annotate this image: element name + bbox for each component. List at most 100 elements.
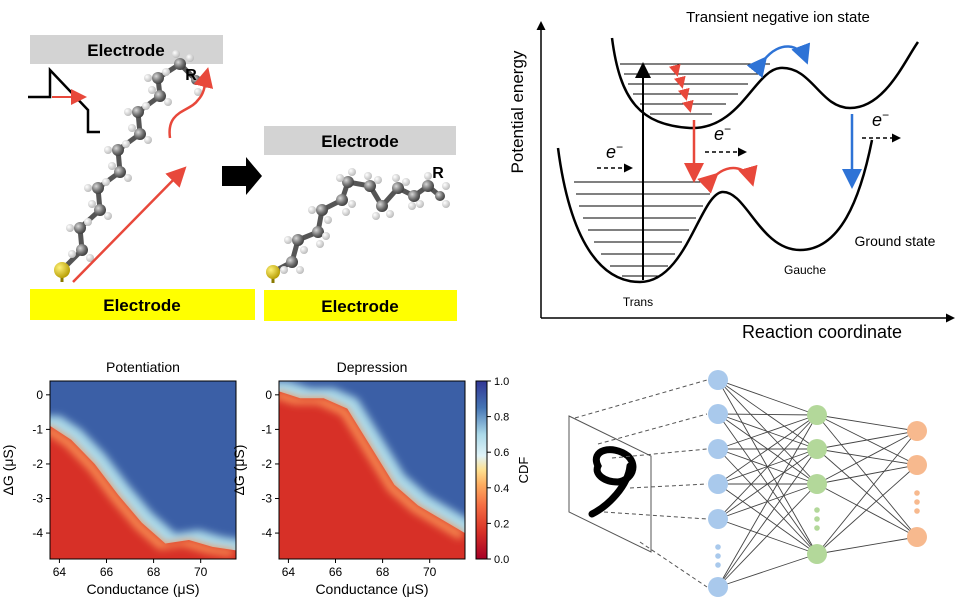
- nn-connection: [816, 430, 918, 485]
- nn-connection: [816, 414, 918, 432]
- input-node: [708, 439, 728, 459]
- colorbar-tick-label: 0.8: [494, 412, 509, 424]
- y-tick-label: 0: [265, 388, 272, 402]
- ground-state-label: Ground state: [855, 233, 936, 249]
- nn-connection: [717, 553, 818, 588]
- y-tick-label: -2: [32, 457, 43, 471]
- input-node: [708, 474, 728, 494]
- nn-connection: [717, 518, 818, 555]
- heatmap-1-xlabel: Conductance (μS): [86, 581, 199, 597]
- bottom-electrode-label-after: Electrode: [321, 297, 398, 316]
- ellipsis-dot: [814, 507, 820, 513]
- output-node: [907, 455, 927, 475]
- nn-connection: [717, 379, 818, 416]
- ellipsis-dot: [715, 553, 721, 559]
- y-tick-label: -1: [261, 422, 272, 436]
- x-tick-label: 66: [100, 565, 114, 579]
- heatmap-1: 64 66 68 70 0 -1 -2 -3 -4: [32, 380, 237, 579]
- ellipsis-dot: [914, 508, 920, 514]
- output-node: [907, 421, 927, 441]
- molecule-chain-before: R: [54, 50, 214, 283]
- nn-connection: [717, 448, 818, 588]
- bottom-electrode-after: [264, 290, 457, 321]
- x-tick-label: 70: [423, 565, 437, 579]
- r-label-before: R: [185, 67, 197, 84]
- y-tick-label: -2: [261, 457, 272, 471]
- y-tick-label: -1: [32, 422, 43, 436]
- colorbar: 1.0 0.8 0.6 0.4 0.2 0.0 CDF: [475, 376, 531, 566]
- y-tick-label: -3: [32, 492, 43, 506]
- digit-nine-image: [588, 446, 637, 518]
- x-tick-label: 66: [329, 565, 343, 579]
- bottom-electrode-label-before: Electrode: [103, 296, 180, 315]
- input-projection-line: [629, 483, 708, 489]
- colorbar-tick-label: 0.6: [494, 447, 509, 459]
- nn-connection: [717, 414, 818, 588]
- y-tick-label: 0: [36, 388, 43, 402]
- svg-text:e−: e−: [606, 140, 623, 162]
- nn-connection: [717, 448, 818, 520]
- input-node: [708, 509, 728, 529]
- hidden-node: [807, 405, 827, 425]
- ellipsis-dot: [914, 490, 920, 496]
- ellipsis-dot: [715, 562, 721, 568]
- top-electrode-label-before: Electrode: [87, 41, 164, 60]
- nn-connection: [717, 414, 818, 520]
- electron-in-label: e−: [597, 140, 633, 173]
- heatmap-2-title: Depression: [337, 359, 408, 375]
- input-projection-line: [603, 511, 708, 520]
- relaxation-arrows: [668, 63, 704, 183]
- hidden-node: [807, 439, 827, 459]
- colorbar-tick-label: 0.2: [494, 518, 509, 530]
- svg-text:e−: e−: [872, 108, 889, 130]
- voltage-pulse-icon: [28, 66, 100, 134]
- ellipsis-dot: [814, 525, 820, 531]
- nn-connection: [717, 414, 818, 485]
- gauche-label: Gauche: [784, 263, 826, 277]
- colorbar-tick-label: 0.0: [494, 554, 509, 566]
- nn-connection: [816, 536, 918, 555]
- r-label-after: R: [432, 165, 444, 182]
- input-node: [708, 370, 728, 390]
- heatmap-1-ylabel: ΔG (μS): [0, 445, 16, 496]
- y-tick-label: -4: [32, 526, 43, 540]
- x-tick-label: 68: [376, 565, 390, 579]
- heatmap-2-ylabel: ΔG (μS): [231, 445, 247, 496]
- x-tick-label: 64: [53, 565, 67, 579]
- input-node: [708, 577, 728, 597]
- input-image-plane: [568, 415, 652, 553]
- x-tick-label: 68: [147, 565, 161, 579]
- heatmap-1-title: Potentiation: [106, 359, 180, 375]
- nn-connection: [816, 430, 918, 555]
- nn-connection: [717, 483, 818, 588]
- output-node: [907, 527, 927, 547]
- nn-connection: [717, 414, 818, 450]
- panel-c-heatmaps: Potentiation Depression 64 66 68 70 0 -1 -2 -3…: [0, 359, 531, 597]
- colorbar-tick-label: 1.0: [494, 376, 509, 388]
- panel-b-energy-diagram: Potential energy Reaction coordinate Tra…: [508, 9, 955, 342]
- heatmap-2: 64 66 68 70 0 -1 -2 -3 -4: [261, 380, 466, 579]
- hidden-node: [807, 544, 827, 564]
- input-projection-line: [574, 379, 708, 419]
- y-tick-label: -4: [261, 526, 272, 540]
- nn-connection: [816, 464, 918, 485]
- input-projection-line: [597, 413, 708, 445]
- electron-out-label-2: e−: [862, 108, 901, 143]
- nn-connection: [816, 464, 918, 555]
- input-node: [708, 404, 728, 424]
- svg-text:e−: e−: [714, 122, 731, 144]
- red-isomerization-arrow: [697, 164, 758, 194]
- blue-isomerization-arrow: [746, 42, 811, 78]
- x-tick-label: 64: [282, 565, 296, 579]
- nn-connection: [717, 413, 818, 416]
- heatmap-2-xlabel: Conductance (μS): [315, 581, 428, 597]
- bottom-electrode-before: [30, 289, 255, 320]
- input-projection-line: [611, 448, 708, 459]
- nn-connection: [717, 483, 818, 555]
- ellipsis-dot: [914, 499, 920, 505]
- colorbar-tick-label: 0.4: [494, 483, 509, 495]
- ellipsis-dot: [715, 544, 721, 550]
- y-tick-label: -3: [261, 492, 272, 506]
- nn-connection: [816, 414, 918, 538]
